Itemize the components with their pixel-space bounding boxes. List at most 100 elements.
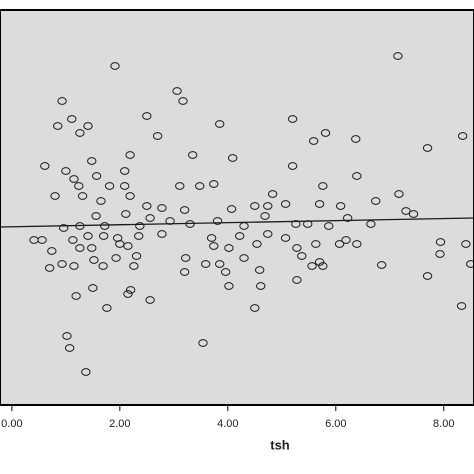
data-point (324, 222, 334, 230)
data-point (135, 222, 145, 230)
data-point (96, 197, 106, 205)
data-point (456, 302, 467, 310)
data-point (209, 180, 219, 188)
data-point (195, 182, 205, 190)
data-point (263, 202, 273, 210)
data-point (67, 115, 77, 123)
data-point (307, 262, 317, 270)
data-point (87, 244, 97, 252)
data-point (152, 132, 163, 140)
data-point (69, 262, 79, 270)
data-point (125, 151, 135, 159)
data-point (314, 200, 325, 208)
data-point (422, 144, 433, 152)
x-tick-label: 0.00 (1, 418, 22, 430)
data-point (37, 236, 47, 244)
data-point (234, 232, 245, 240)
data-point (98, 262, 108, 270)
data-point (371, 197, 381, 205)
data-point (215, 120, 225, 128)
data-point (457, 132, 468, 140)
data-point (123, 242, 133, 250)
data-point (111, 254, 121, 262)
data-point (83, 122, 93, 130)
data-point (75, 129, 85, 137)
data-point (422, 272, 433, 280)
data-point (297, 252, 307, 260)
data-point (145, 296, 155, 304)
data-point (157, 230, 167, 238)
data-point (172, 87, 182, 95)
data-point (123, 290, 133, 298)
data-point (334, 240, 345, 248)
data-point (47, 247, 57, 255)
data-point (335, 202, 346, 210)
data-point (461, 240, 471, 248)
data-point (71, 292, 81, 300)
data-point (250, 202, 260, 210)
data-point (292, 276, 302, 284)
data-point (342, 214, 353, 222)
data-point (239, 254, 249, 262)
data-point (59, 224, 69, 232)
data-point (256, 282, 266, 290)
data-point (466, 260, 474, 268)
data-point (318, 262, 328, 270)
data-point (91, 212, 101, 220)
data-point (318, 182, 328, 190)
data-point (311, 240, 321, 248)
data-point (181, 254, 191, 262)
data-point (215, 260, 225, 268)
data-point (292, 244, 302, 252)
data-point (260, 212, 270, 220)
fit-line (0, 217, 474, 228)
data-point (179, 206, 190, 214)
data-point (224, 244, 234, 252)
data-point (61, 167, 71, 175)
data-point (250, 304, 260, 312)
data-point (394, 190, 404, 198)
data-point (435, 250, 445, 258)
data-point (179, 268, 190, 276)
data-point (287, 115, 298, 123)
x-tick-label: 8.00 (433, 418, 454, 430)
data-point (408, 210, 419, 218)
data-point (209, 242, 219, 250)
data-point (62, 332, 72, 340)
data-point (87, 157, 97, 165)
x-tick-label: 2.00 (109, 418, 130, 430)
data-point (175, 182, 185, 190)
data-point (435, 238, 446, 246)
data-point (267, 190, 278, 198)
data-point (50, 192, 60, 200)
data-point (83, 232, 93, 240)
data-point (134, 232, 144, 240)
data-point (68, 236, 78, 244)
x-axis-title: tsh (270, 437, 290, 452)
data-point (254, 266, 265, 274)
data-point (44, 264, 55, 272)
data-point (198, 339, 208, 347)
data-point (125, 286, 136, 294)
data-point (77, 192, 88, 200)
data-point (120, 182, 130, 190)
data-point (252, 240, 262, 248)
data-point (226, 205, 237, 213)
data-point (145, 214, 155, 222)
x-tick-label: 4.00 (217, 418, 238, 430)
data-point (57, 260, 67, 268)
data-point (91, 172, 102, 180)
data-point (102, 304, 112, 312)
data-point (320, 129, 331, 137)
data-point (280, 234, 291, 242)
data-point (74, 182, 84, 190)
data-point (401, 207, 411, 215)
data-point (120, 167, 130, 175)
data-point (280, 200, 291, 208)
data-point (287, 162, 298, 170)
data-point (57, 97, 67, 105)
data-point (81, 368, 91, 376)
x-tick-label: 6.00 (325, 418, 346, 430)
